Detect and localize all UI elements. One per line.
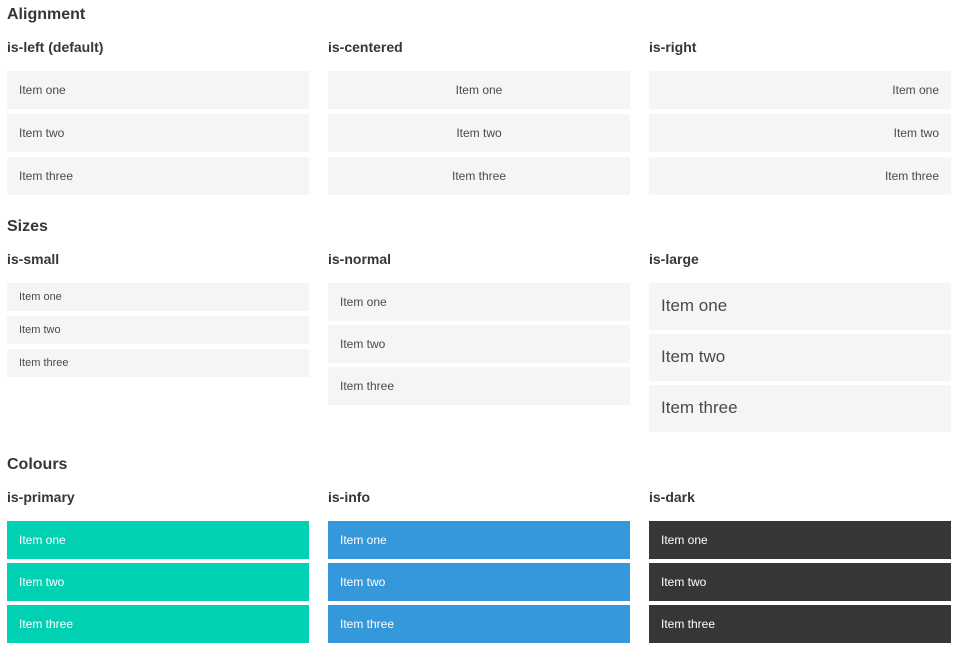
item-list: Item one Item two Item three bbox=[328, 70, 630, 195]
alignment-columns: is-left (default) Item one Item two Item… bbox=[7, 39, 951, 200]
column-is-dark: is-dark Item one Item two Item three bbox=[649, 489, 951, 647]
list-item[interactable]: Item two bbox=[7, 113, 309, 152]
column-is-normal: is-normal Item one Item two Item three bbox=[328, 251, 630, 409]
section-alignment: Alignment is-left (default) Item one Ite… bbox=[7, 5, 951, 200]
item-list: Item one Item two Item three bbox=[649, 70, 951, 195]
list-item[interactable]: Item three bbox=[328, 156, 630, 195]
column-title-is-dark: is-dark bbox=[649, 489, 695, 506]
column-is-primary: is-primary Item one Item two Item three bbox=[7, 489, 309, 647]
list-item[interactable]: Item one bbox=[7, 282, 309, 311]
column-is-small: is-small Item one Item two Item three bbox=[7, 251, 309, 382]
list-item[interactable]: Item two bbox=[328, 562, 630, 601]
section-sizes: Sizes is-small Item one Item two Item th… bbox=[7, 217, 951, 436]
column-title-is-small: is-small bbox=[7, 251, 60, 268]
list-item[interactable]: Item three bbox=[328, 366, 630, 405]
list-item[interactable]: Item three bbox=[649, 604, 951, 643]
item-list: Item one Item two Item three bbox=[7, 70, 309, 195]
list-item[interactable]: Item one bbox=[649, 70, 951, 109]
item-list: Item one Item two Item three bbox=[7, 520, 309, 643]
colours-columns: is-primary Item one Item two Item three … bbox=[7, 489, 951, 647]
list-item[interactable]: Item three bbox=[649, 156, 951, 195]
list-item[interactable]: Item two bbox=[7, 315, 309, 344]
list-item[interactable]: Item three bbox=[649, 384, 951, 432]
list-item[interactable]: Item one bbox=[649, 520, 951, 559]
list-item[interactable]: Item one bbox=[7, 520, 309, 559]
column-title-is-centered: is-centered bbox=[328, 39, 403, 56]
column-is-right: is-right Item one Item two Item three bbox=[649, 39, 951, 200]
section-title-alignment: Alignment bbox=[7, 6, 86, 23]
list-item[interactable]: Item two bbox=[649, 562, 951, 601]
column-title-is-right: is-right bbox=[649, 39, 697, 56]
list-item[interactable]: Item two bbox=[649, 333, 951, 381]
item-list: Item one Item two Item three bbox=[649, 282, 951, 432]
list-item[interactable]: Item two bbox=[7, 562, 309, 601]
item-list: Item one Item two Item three bbox=[328, 282, 630, 405]
list-item[interactable]: Item two bbox=[649, 113, 951, 152]
list-item[interactable]: Item three bbox=[7, 348, 309, 377]
column-is-info: is-info Item one Item two Item three bbox=[328, 489, 630, 647]
section-colours: Colours is-primary Item one Item two Ite… bbox=[7, 455, 951, 647]
section-title-colours: Colours bbox=[7, 455, 68, 473]
column-title-is-large: is-large bbox=[649, 251, 699, 268]
item-list: Item one Item two Item three bbox=[328, 520, 630, 643]
sizes-columns: is-small Item one Item two Item three is… bbox=[7, 251, 951, 436]
list-item[interactable]: Item three bbox=[7, 604, 309, 643]
item-list: Item one Item two Item three bbox=[649, 520, 951, 643]
column-title-is-left: is-left (default) bbox=[7, 39, 104, 56]
column-title-is-normal: is-normal bbox=[328, 251, 392, 268]
list-item[interactable]: Item two bbox=[328, 113, 630, 152]
column-is-centered: is-centered Item one Item two Item three bbox=[328, 39, 630, 200]
list-item[interactable]: Item three bbox=[328, 604, 630, 643]
column-is-left: is-left (default) Item one Item two Item… bbox=[7, 39, 309, 200]
list-item[interactable]: Item three bbox=[7, 156, 309, 195]
list-item[interactable]: Item one bbox=[7, 70, 309, 109]
item-list: Item one Item two Item three bbox=[7, 282, 309, 377]
section-title-sizes: Sizes bbox=[7, 217, 48, 235]
list-item[interactable]: Item one bbox=[328, 520, 630, 559]
column-title-is-info: is-info bbox=[328, 489, 370, 506]
column-is-large: is-large Item one Item two Item three bbox=[649, 251, 951, 436]
list-item[interactable]: Item one bbox=[649, 282, 951, 330]
list-item[interactable]: Item two bbox=[328, 324, 630, 363]
list-item[interactable]: Item one bbox=[328, 70, 630, 109]
column-title-is-primary: is-primary bbox=[7, 489, 75, 506]
list-item[interactable]: Item one bbox=[328, 282, 630, 321]
